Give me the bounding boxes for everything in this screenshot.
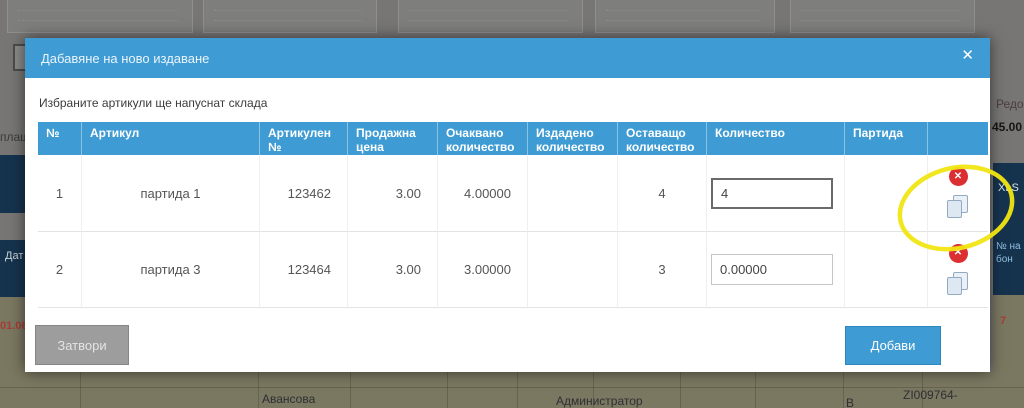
close-icon[interactable]: ✕ bbox=[961, 47, 974, 64]
cell-price: 3.00 bbox=[348, 232, 438, 308]
background-card bbox=[595, 0, 775, 33]
delete-icon[interactable]: ✕ bbox=[948, 243, 968, 263]
grid-line bbox=[0, 387, 1024, 388]
cell-batch bbox=[845, 232, 928, 308]
cell-issued bbox=[528, 232, 618, 308]
background-card bbox=[398, 0, 583, 33]
background-card bbox=[790, 0, 975, 33]
cell-quantity bbox=[707, 155, 845, 232]
grid-line bbox=[258, 372, 259, 408]
modal-subtitle: Избраните артикули ще напуснат склада bbox=[39, 96, 268, 110]
copy-icon-front-page bbox=[946, 276, 962, 295]
cell-issued bbox=[528, 155, 618, 232]
cell-article-no: 123464 bbox=[260, 232, 348, 308]
cell-expected: 3.00000 bbox=[438, 232, 528, 308]
background-table-area: Авансова Администратор В ZI009764- bbox=[0, 372, 1024, 408]
copy-icon[interactable] bbox=[946, 271, 970, 296]
cell-remaining: 4 bbox=[618, 155, 707, 232]
background-cell: Авансова bbox=[262, 392, 316, 406]
table-row: 2 партида 3 123464 3.00 3.00000 3 ✕ bbox=[38, 232, 988, 308]
background-left-strip bbox=[0, 297, 25, 372]
cell-num: 2 bbox=[38, 232, 82, 308]
cell-article: партида 1 bbox=[82, 155, 260, 232]
column-header bbox=[928, 122, 988, 155]
quantity-input[interactable] bbox=[711, 177, 833, 209]
grid-line bbox=[80, 372, 81, 408]
background-cell: ZI009764- bbox=[903, 388, 958, 402]
xls-export-button: XLS bbox=[998, 182, 1019, 194]
background-amount: 45.00 л bbox=[992, 120, 1024, 134]
cell-quantity bbox=[707, 232, 845, 308]
background-date-column-label: Дат bbox=[5, 250, 24, 262]
articles-table: № Артикул Артикулен № Продажна цена Очак… bbox=[38, 122, 988, 308]
background-cell: В bbox=[846, 396, 855, 408]
grid-line bbox=[447, 372, 448, 408]
cell-remaining: 3 bbox=[618, 232, 707, 308]
background-red-number: 7 bbox=[1000, 315, 1007, 327]
cell-actions: ✕ bbox=[928, 232, 988, 308]
background-table-header-left bbox=[0, 155, 25, 213]
grid-line bbox=[593, 372, 594, 408]
column-header: Артикул bbox=[82, 122, 260, 155]
cell-expected: 4.00000 bbox=[438, 155, 528, 232]
copy-icon-front-page bbox=[946, 200, 962, 218]
table-row: 1 партида 1 123462 3.00 4.00000 4 ✕ bbox=[38, 155, 988, 232]
copy-icon[interactable] bbox=[946, 195, 970, 219]
column-header: Продажна цена bbox=[348, 122, 438, 155]
grid-line bbox=[755, 372, 756, 408]
grid-line bbox=[350, 372, 351, 408]
column-header: Издадено количество bbox=[528, 122, 618, 155]
modal-title: Дабавяне на ново издаване bbox=[41, 51, 210, 66]
background-cut-text: плащ bbox=[0, 130, 31, 144]
background-rows-label: Редо bbox=[996, 97, 1024, 111]
cell-num: 1 bbox=[38, 155, 82, 232]
quantity-input[interactable] bbox=[711, 254, 833, 285]
column-header: Партида bbox=[845, 122, 928, 155]
modal-header: Дабавяне на ново издаване ✕ bbox=[25, 38, 990, 78]
column-header: Очаквано количество bbox=[438, 122, 528, 155]
column-header: Артикулен № bbox=[260, 122, 348, 155]
column-header: Оставащо количество bbox=[618, 122, 707, 155]
table-header-row: № Артикул Артикулен № Продажна цена Очак… bbox=[38, 122, 988, 155]
grid-line bbox=[517, 372, 518, 408]
background-right-strip bbox=[993, 295, 1024, 372]
background-table-header-left2 bbox=[0, 240, 25, 297]
grid-line bbox=[680, 372, 681, 408]
add-issue-modal: Дабавяне на ново издаване ✕ Избраните ар… bbox=[25, 38, 990, 372]
column-header: Количество bbox=[707, 122, 845, 155]
cell-actions: ✕ bbox=[928, 155, 988, 232]
cell-article-no: 123462 bbox=[260, 155, 348, 232]
background-receipt-column-label: № на бон bbox=[996, 241, 1021, 265]
delete-icon[interactable]: ✕ bbox=[948, 167, 968, 186]
background-card bbox=[7, 0, 193, 33]
background-card bbox=[203, 0, 377, 33]
background-date-text: 01.06 bbox=[0, 320, 28, 332]
cell-batch bbox=[845, 155, 928, 232]
background-cell: Администратор bbox=[556, 394, 643, 408]
cell-article: партида 3 bbox=[82, 232, 260, 308]
grid-line bbox=[843, 372, 844, 408]
close-button[interactable]: Затвори bbox=[35, 325, 129, 365]
column-header: № bbox=[38, 122, 82, 155]
grid-line bbox=[922, 372, 923, 408]
add-button[interactable]: Добави bbox=[845, 326, 941, 365]
cell-price: 3.00 bbox=[348, 155, 438, 232]
